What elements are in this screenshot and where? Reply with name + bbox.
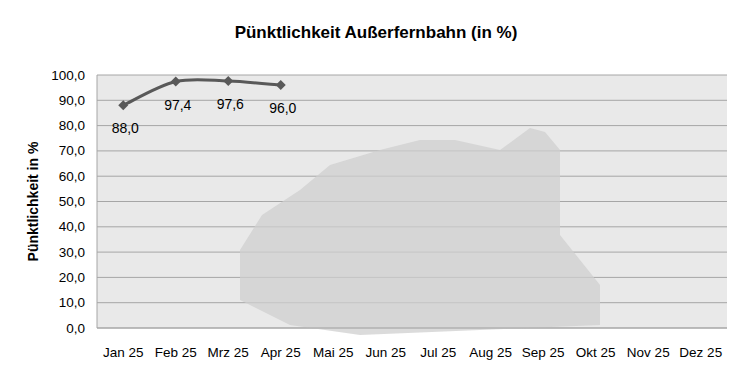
y-tick-label: 80,0 [59, 118, 85, 133]
grid-line [97, 328, 727, 329]
y-tick-label: 90,0 [59, 93, 85, 108]
chart-title: Pünktlichkeit Außerfernbahn (in %) [235, 23, 518, 42]
x-tick-label: Mai 25 [313, 345, 354, 360]
marker [223, 76, 233, 86]
x-tick-label: Jul 25 [420, 345, 456, 360]
x-tick-label: Aug 25 [469, 345, 512, 360]
photo-backdrop [240, 128, 600, 335]
y-tick-label: 70,0 [59, 143, 85, 158]
marker [118, 100, 128, 110]
x-tick-label: Jun 25 [365, 345, 406, 360]
y-tick-label: 20,0 [59, 270, 85, 285]
series-group [118, 76, 286, 110]
x-tick-label: Apr 25 [261, 345, 301, 360]
y-tick-label: 60,0 [59, 169, 85, 184]
x-tick-label: Okt 25 [576, 345, 616, 360]
y-tick-label: 100,0 [51, 68, 85, 83]
x-tick-label: Jan 25 [103, 345, 144, 360]
x-tick-label: Feb 25 [155, 345, 197, 360]
y-axis-label: Pünktlichkeit in % [25, 141, 41, 261]
y-tick-label: 30,0 [59, 245, 85, 260]
x-tick-label: Dez 25 [679, 345, 722, 360]
data-label: 96,0 [269, 100, 296, 116]
grid-line [97, 100, 727, 101]
series-line [123, 79, 281, 105]
y-tick-label: 50,0 [59, 194, 85, 209]
marker [171, 77, 181, 87]
y-axis [97, 75, 98, 328]
x-tick-label: Mrz 25 [208, 345, 249, 360]
data-label: 88,0 [112, 120, 139, 136]
grid-line [97, 125, 727, 126]
data-label: 97,6 [217, 96, 244, 112]
chart: 0,0 10,0 20,0 30,0 40,0 50,0 60,0 70,0 80,0 90,0 1… [0, 0, 752, 376]
marker [276, 80, 286, 90]
x-axis [97, 328, 727, 329]
y-tick-label: 10,0 [59, 295, 85, 310]
data-label: 97,4 [164, 97, 191, 113]
y-tick-label: 0,0 [66, 321, 85, 336]
x-tick-label: Sep 25 [522, 345, 565, 360]
y-tick-label: 40,0 [59, 219, 85, 234]
grid-line [97, 75, 727, 76]
x-tick-label: Nov 25 [627, 345, 670, 360]
